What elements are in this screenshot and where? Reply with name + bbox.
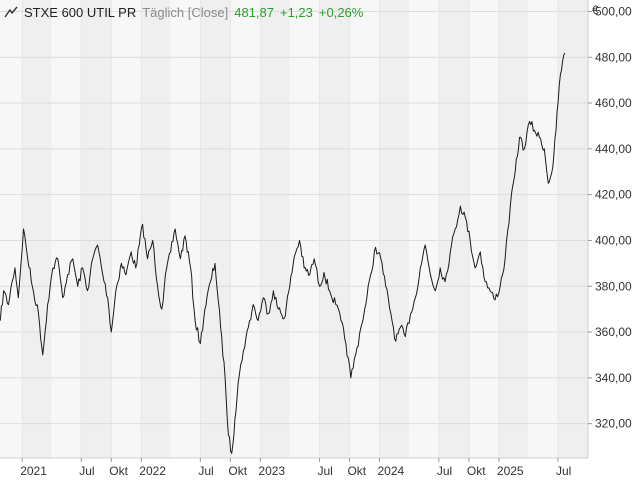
quarter-band xyxy=(528,0,558,458)
quarter-band xyxy=(111,0,142,458)
x-tick-label: Okt xyxy=(109,464,128,478)
quarter-band xyxy=(468,0,499,458)
quarter-band xyxy=(22,0,52,458)
x-tick-label: Jul xyxy=(556,464,571,478)
y-tick-label: 480,00 xyxy=(595,50,632,64)
quarter-band xyxy=(557,0,588,458)
instrument-name: STXE 600 UTIL PR xyxy=(24,4,137,20)
y-tick-label: 380,00 xyxy=(595,279,632,293)
x-tick-label: Jul xyxy=(437,464,452,478)
line-chart-icon[interactable] xyxy=(4,6,18,18)
x-tick-label: 2024 xyxy=(377,464,404,478)
last-price: 481,87 xyxy=(234,4,274,20)
x-tick-label: Jul xyxy=(79,464,94,478)
chart-mode[interactable]: Täglich [Close] xyxy=(142,4,229,20)
vertical-gridlines xyxy=(21,0,559,458)
x-tick-label: Jul xyxy=(317,464,332,478)
y-tick-label: 500,00 xyxy=(595,4,632,18)
x-tick-label: Jul xyxy=(198,464,213,478)
quarter-band xyxy=(319,0,350,458)
quarter-band xyxy=(81,0,112,458)
quarter-band xyxy=(409,0,439,458)
y-tick-label: 400,00 xyxy=(595,233,632,247)
y-tick-label: 440,00 xyxy=(595,142,632,156)
horizontal-gridlines xyxy=(0,10,588,425)
time-bands xyxy=(0,0,588,458)
quarter-band xyxy=(438,0,469,458)
y-axis: 500,00 480,00 460,00 440,00 420,00 400,00 380,… xyxy=(588,4,632,431)
quarter-band xyxy=(498,0,529,458)
y-tick-label: 340,00 xyxy=(595,371,632,385)
x-tick-label: Okt xyxy=(347,464,366,478)
x-axis: 2021 Jul Okt 2022 Jul Okt 2023 Jul Okt 2024 Jul Okt… xyxy=(20,458,571,478)
quarter-band xyxy=(51,0,82,458)
quarter-band xyxy=(289,0,320,458)
quarter-band xyxy=(0,0,23,458)
y-tick-label: 460,00 xyxy=(595,96,632,110)
y-tick-label: 360,00 xyxy=(595,325,632,339)
x-tick-label: 2025 xyxy=(497,464,524,478)
quarter-band xyxy=(260,0,290,458)
quarter-band xyxy=(379,0,410,458)
x-tick-label: 2023 xyxy=(258,464,285,478)
x-tick-label: Okt xyxy=(467,464,486,478)
chart-header: STXE 600 UTIL PR Täglich [Close] 481,87 … xyxy=(4,3,363,21)
x-tick-label: 2022 xyxy=(139,464,166,478)
quarter-band xyxy=(349,0,380,458)
x-tick-label: Okt xyxy=(228,464,247,478)
currency-label: € xyxy=(592,3,599,17)
quarter-band xyxy=(141,0,171,458)
change-absolute: +1,23 xyxy=(279,4,313,20)
price-series-line xyxy=(0,52,566,454)
x-tick-label: 2021 xyxy=(20,464,47,478)
y-tick-label: 420,00 xyxy=(595,188,632,202)
y-tick-label: 320,00 xyxy=(595,417,632,431)
change-percent: +0,26% xyxy=(318,4,364,20)
quarter-band xyxy=(230,0,261,458)
